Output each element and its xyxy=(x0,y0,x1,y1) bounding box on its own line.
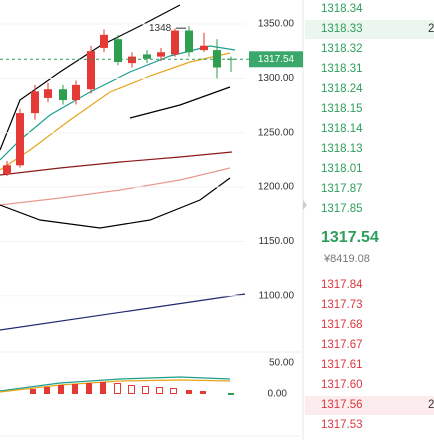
price-tick: 1100.00 xyxy=(259,290,295,301)
current-price-label: 1317.54 xyxy=(258,54,295,65)
candle-body xyxy=(128,56,136,64)
candle-body xyxy=(59,89,67,101)
ask-price: 1318.31 xyxy=(321,63,363,75)
candle-body xyxy=(87,51,95,90)
ask-price: 1318.01 xyxy=(321,163,363,175)
ask-price: 1318.32 xyxy=(321,43,363,55)
candle-body xyxy=(157,52,165,57)
bid-price: 1317.73 xyxy=(321,299,363,311)
ask-price: 1317.87 xyxy=(321,183,363,195)
bid-price: 1317.53 xyxy=(321,419,363,431)
ask-price: 1318.24 xyxy=(321,83,363,95)
indicator-lines xyxy=(0,4,246,393)
candle-body xyxy=(100,34,108,48)
ask-price: 1318.13 xyxy=(321,143,363,155)
candle-body xyxy=(31,91,39,114)
ask-price: 1318.15 xyxy=(321,103,363,115)
bid-price: 1317.84 xyxy=(321,279,363,291)
candle-body xyxy=(200,45,208,51)
bid-highlight xyxy=(305,396,434,415)
bid-price: 1317.60 xyxy=(321,379,363,391)
indicator-tick: 50.00 xyxy=(269,358,294,369)
current-price-tag xyxy=(249,51,303,68)
indicator-tick: 0.00 xyxy=(268,389,288,400)
price-tick: 1350.00 xyxy=(258,19,295,30)
ask-price: 1318.14 xyxy=(321,123,363,135)
price-tick: 1150.00 xyxy=(259,236,295,247)
last-price-cny: ¥8419.08 xyxy=(323,253,370,265)
candle-body xyxy=(143,54,151,59)
bid-volume: 2 xyxy=(428,399,434,411)
ask-price: 1317.85 xyxy=(321,203,363,215)
bid-price: 1317.67 xyxy=(321,339,363,351)
bid-price: 1317.61 xyxy=(321,359,363,371)
candle-body xyxy=(72,84,80,101)
candle-body xyxy=(185,30,193,53)
ask-price: 1318.33 xyxy=(321,23,363,35)
collapse-arrow[interactable] xyxy=(303,200,307,210)
ask-highlight xyxy=(305,20,434,39)
last-price: 1317.54 xyxy=(321,229,379,246)
ask-price: 1318.34 xyxy=(321,3,363,15)
ask-volume: 2 xyxy=(428,23,434,35)
candle-body xyxy=(16,113,24,166)
candle-body xyxy=(171,30,179,55)
candle-body xyxy=(3,165,11,175)
bid-price: 1317.68 xyxy=(321,319,363,331)
indicator-bars xyxy=(30,382,234,395)
bid-price: 1317.56 xyxy=(321,399,363,411)
candle-body xyxy=(114,39,122,63)
candle-body xyxy=(44,89,52,98)
candle-body xyxy=(213,50,221,68)
price-tick: 1300.00 xyxy=(258,73,295,84)
price-tick: 1250.00 xyxy=(258,127,295,138)
price-tick: 1200.00 xyxy=(258,182,295,193)
high-marker: 1348 xyxy=(149,23,172,34)
